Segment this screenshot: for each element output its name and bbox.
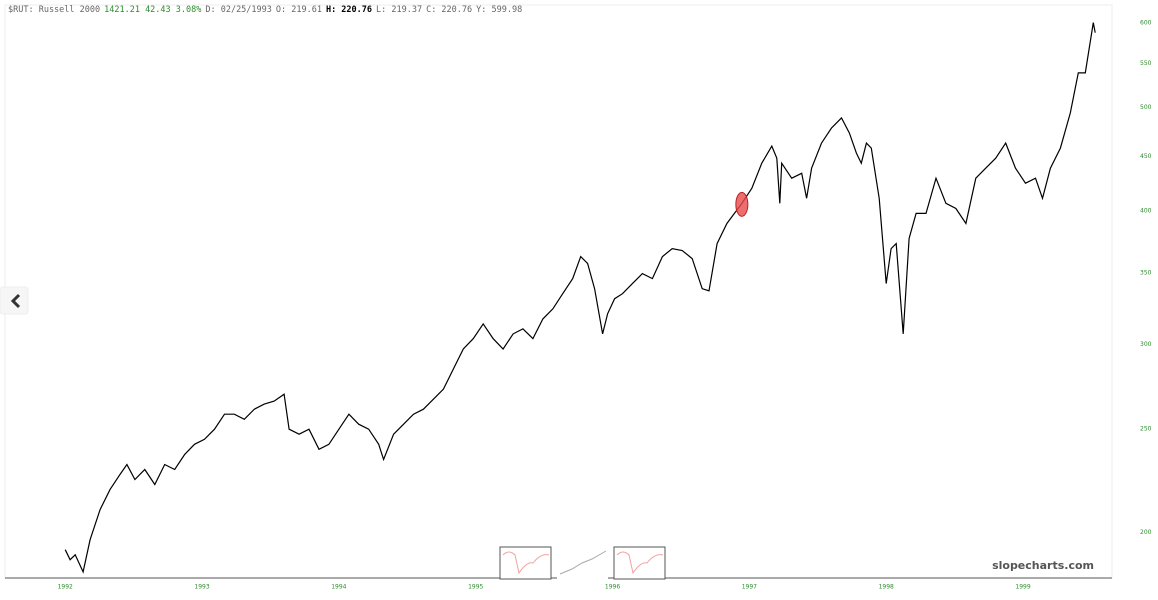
x-tick-label: 1996: [605, 584, 620, 591]
thumbnails[interactable]: [499, 546, 666, 580]
header-item: D: 02/25/1993: [205, 5, 272, 15]
y-tick-label: 200: [1140, 529, 1152, 536]
thumbnail-line: [502, 551, 550, 575]
y-tick-label: 500: [1140, 104, 1152, 111]
header-item: 1421.21 42.43 3.08%: [104, 5, 202, 15]
y-tick-label: 250: [1140, 426, 1152, 433]
watermark: slopecharts.com: [992, 559, 1094, 572]
y-tick-label: 350: [1140, 270, 1152, 277]
y-tick-label: 450: [1140, 153, 1152, 160]
y-tick-label: 600: [1140, 20, 1152, 27]
chevron-icon: [10, 293, 21, 309]
thumbnail-line: [559, 550, 607, 575]
x-tick-label: 1994: [331, 584, 346, 591]
x-tick-label: 1993: [194, 584, 209, 591]
y-tick-label: 300: [1140, 341, 1152, 348]
x-tick-label: 1999: [1015, 584, 1030, 591]
header-item: O: 219.61: [275, 5, 322, 15]
header: $RUT: Russell 2000 1421.21 42.43 3.08% D: …: [8, 5, 526, 15]
header-item: H: 220.76: [325, 5, 373, 15]
y-tick-label: 400: [1140, 208, 1152, 215]
x-tick-label: 1995: [468, 584, 483, 591]
header-item: L: 219.37: [376, 5, 423, 15]
back-button[interactable]: [0, 286, 29, 315]
plot-frame: [4, 4, 1113, 579]
thumbnail[interactable]: [613, 546, 666, 580]
header-item: C: 220.76: [426, 5, 473, 15]
highlight-marker: [735, 191, 749, 217]
price-line: [64, 22, 1096, 574]
x-tick-label: 1992: [58, 584, 73, 591]
header-item: $RUT: Russell 2000: [8, 5, 101, 15]
y-tick-label: 550: [1140, 60, 1152, 67]
x-tick-label: 1998: [879, 584, 894, 591]
x-tick-label: 1997: [742, 584, 757, 591]
header-item: Y: 599.98: [476, 5, 523, 15]
thumbnail-line: [616, 551, 664, 575]
